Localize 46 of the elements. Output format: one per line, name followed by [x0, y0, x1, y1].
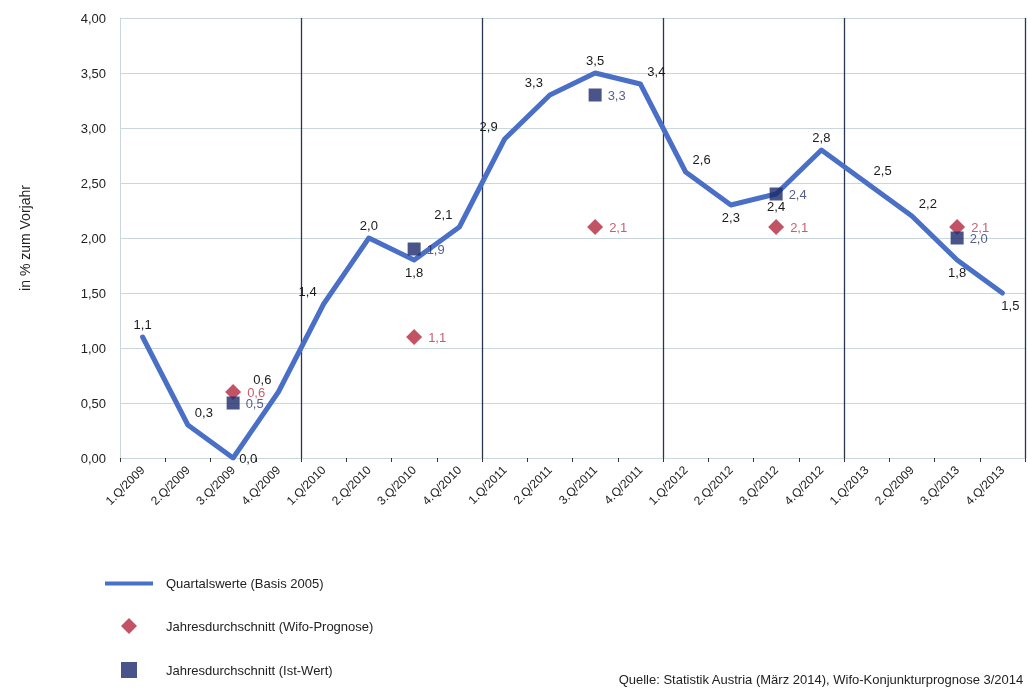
- data-label: 2,1: [434, 207, 453, 222]
- source-note: Quelle: Statistik Austria (März 2014), Wifo-Konjunkturprognose 3/2014: [618, 672, 1024, 687]
- legend-label: Jahresdurchschnitt (Ist-Wert): [166, 662, 333, 678]
- data-label: 1,1: [133, 317, 152, 332]
- data-label: 1,5: [1001, 298, 1020, 313]
- point: [588, 88, 602, 102]
- data-label: 2,1: [609, 219, 628, 235]
- data-label: 2,2: [918, 196, 937, 211]
- point: [226, 396, 240, 410]
- data-label: 2,6: [692, 152, 711, 167]
- point: [769, 187, 783, 201]
- data-label: 2,1: [790, 219, 809, 235]
- data-label: 1,8: [405, 265, 424, 280]
- data-label: 2,8: [812, 130, 831, 145]
- legend-label: Jahresdurchschnitt (Wifo-Prognose): [166, 618, 374, 634]
- data-label: 1,1: [428, 329, 447, 345]
- y-tick-label: 1,00: [80, 340, 106, 356]
- point: [225, 384, 242, 400]
- data-label: 1,8: [948, 265, 967, 280]
- y-tick-label: 3,50: [80, 65, 106, 81]
- point: [587, 219, 604, 235]
- data-label: 2,5: [873, 163, 892, 178]
- legend-label: Quartalswerte (Basis 2005): [166, 576, 324, 591]
- y-tick-label: 0,00: [80, 450, 106, 466]
- y-tick-label: 0,50: [80, 395, 106, 411]
- data-label: 3,3: [524, 75, 543, 90]
- y-tick-label: 2,50: [80, 175, 106, 191]
- point: [768, 219, 785, 235]
- y-tick-label: 1,50: [80, 285, 106, 301]
- data-label: 0,3: [194, 405, 213, 420]
- point: [949, 219, 966, 235]
- y-tick-label: 3,00: [80, 120, 106, 136]
- data-label: 3,5: [586, 53, 605, 68]
- data-label: 2,4: [788, 186, 807, 202]
- point: [950, 231, 964, 245]
- data-label: 3,3: [607, 87, 626, 103]
- y-axis-title: in % zum Vorjahr: [17, 184, 33, 291]
- data-label: 0,6: [253, 372, 272, 387]
- data-label: 2,3: [721, 210, 740, 225]
- y-tick-label: 4,00: [80, 10, 106, 26]
- y-tick-label: 2,00: [80, 230, 106, 246]
- point: [407, 242, 421, 256]
- point: [406, 329, 423, 345]
- data-label: 2,4: [767, 199, 786, 214]
- data-label: 0,0: [239, 450, 258, 466]
- data-label: 2,0: [359, 218, 378, 233]
